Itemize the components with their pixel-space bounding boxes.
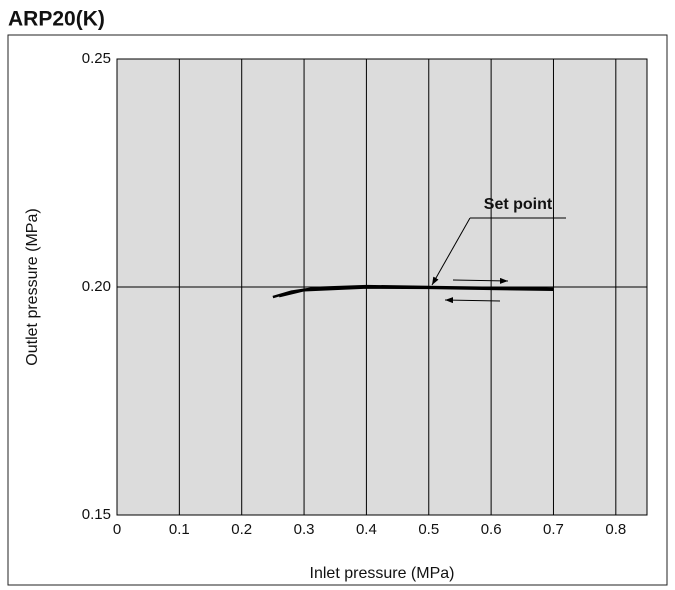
x-tick-label: 0.8 xyxy=(605,521,626,538)
chart-title: ARP20(K) xyxy=(8,8,105,31)
x-tick-label: 0.1 xyxy=(169,521,190,538)
frame xyxy=(7,34,668,586)
x-tick-label: 0 xyxy=(113,521,121,538)
marks xyxy=(272,284,554,299)
x-tick-label: 0.5 xyxy=(418,521,439,538)
x-tick-label: 0.2 xyxy=(231,521,252,538)
y-tick-label: 0.25 xyxy=(82,50,111,67)
x-tick-label: 0.4 xyxy=(356,521,377,538)
increase-arrow xyxy=(452,277,509,284)
y-tick-label: 0.15 xyxy=(82,506,111,523)
x-axis-label: Inlet pressure (MPa) xyxy=(310,565,455,582)
y-axis-label: Outlet pressure (MPa) xyxy=(24,208,41,365)
x-tick-label: 0.3 xyxy=(294,521,315,538)
annotation-pointer xyxy=(431,217,471,286)
x-tick-label: 0.7 xyxy=(543,521,564,538)
x-tick-label: 0.6 xyxy=(481,521,502,538)
pressure-curve xyxy=(278,286,554,298)
decrease-arrow xyxy=(444,297,501,304)
y-tick-label: 0.20 xyxy=(82,278,111,295)
annotation: Set point xyxy=(484,196,553,213)
